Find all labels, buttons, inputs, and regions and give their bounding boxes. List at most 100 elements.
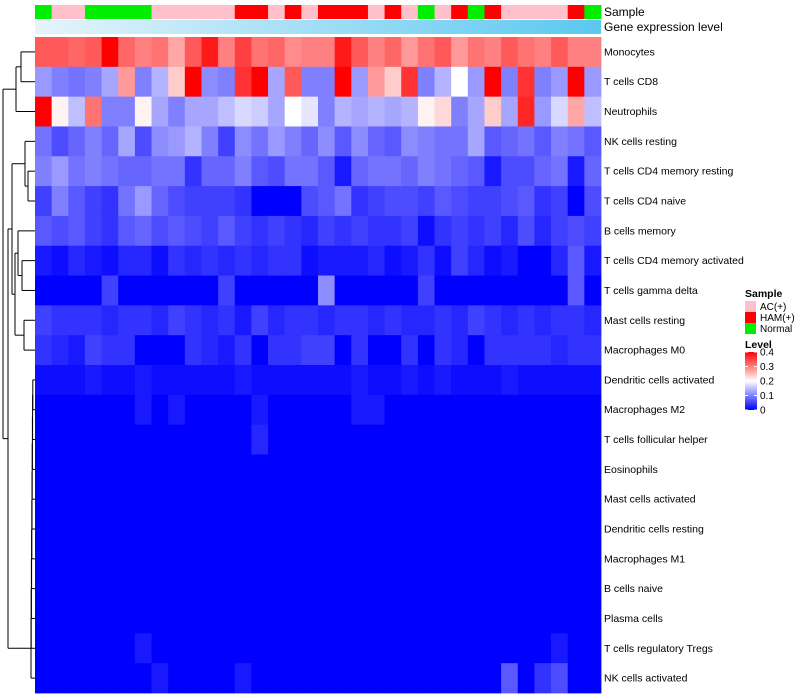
legend-title-level: Level [745, 339, 772, 351]
heatmap-cell [467, 663, 485, 694]
heatmap-cell [35, 215, 53, 247]
heatmap-cell [284, 543, 302, 575]
heatmap-cell [35, 275, 53, 306]
heatmap-cell [101, 514, 119, 545]
heatmap-cell [51, 394, 69, 426]
heatmap-cell [367, 573, 385, 604]
heatmap-cell [551, 394, 569, 426]
heatmap-cell [134, 365, 152, 396]
heatmap-cell [334, 633, 352, 664]
heatmap-cell [318, 514, 336, 545]
heatmap-cell [168, 394, 186, 426]
sample-annotation-cell [467, 5, 485, 19]
heatmap-cell [367, 514, 385, 545]
heatmap-cell [501, 275, 519, 306]
heatmap-cell [318, 484, 336, 515]
heatmap-cell [534, 215, 552, 247]
heatmap-cell [251, 365, 269, 396]
heatmap-cell [484, 603, 502, 634]
heatmap-cell [301, 543, 319, 575]
heatmap-cell [467, 365, 485, 396]
heatmap-cell [517, 573, 535, 604]
heatmap-cell [401, 454, 419, 485]
heatmap-cell [218, 186, 236, 217]
heatmap-cell [101, 245, 119, 276]
heatmap-cell [451, 484, 469, 515]
heatmap-cell [35, 365, 53, 396]
heatmap-cell [467, 454, 485, 485]
level-tick-label: 0 [760, 406, 766, 417]
heatmap-cell [68, 275, 86, 306]
heatmap-cell [84, 514, 102, 545]
heatmap-cell [367, 66, 385, 98]
heatmap-cell [501, 484, 519, 515]
heatmap-cell [184, 126, 202, 157]
heatmap-cell [384, 215, 402, 247]
heatmap-cell [367, 603, 385, 634]
heatmap-cell [134, 126, 152, 157]
heatmap-cell [301, 603, 319, 634]
heatmap-cell [301, 663, 319, 694]
heatmap-cell [284, 275, 302, 306]
heatmap-cell [334, 365, 352, 396]
heatmap-cell [35, 573, 53, 604]
heatmap-cell [367, 424, 385, 455]
heatmap-cell [101, 484, 119, 515]
legend-entry: AC(+) [760, 302, 786, 313]
heatmap-cell [251, 96, 269, 127]
heatmap-cell [334, 573, 352, 604]
heatmap-cell [417, 603, 435, 634]
heatmap-cell [284, 126, 302, 157]
heatmap-cell [517, 37, 535, 68]
heatmap-cell [501, 365, 519, 396]
heatmap-cell [118, 365, 136, 396]
heatmap-cell [417, 66, 435, 98]
heatmap-cell [268, 335, 286, 366]
heatmap-cell [168, 543, 186, 575]
heatmap-cell [318, 543, 336, 575]
heatmap-cell [451, 66, 469, 98]
heatmap-cell [68, 543, 86, 575]
heatmap-cell [35, 66, 53, 98]
heatmap-cell [417, 424, 435, 455]
heatmap-cell [551, 245, 569, 276]
heatmap-cell [567, 305, 585, 336]
heatmap-cell [567, 37, 585, 68]
heatmap-cell [567, 663, 585, 694]
heatmap-cell [517, 156, 535, 187]
sample-annotation-cell [451, 5, 469, 19]
heatmap-cell [268, 514, 286, 545]
heatmap-cell [367, 335, 385, 366]
heatmap-cell [451, 275, 469, 306]
heatmap-cell [284, 37, 302, 68]
heatmap-cell [134, 394, 152, 426]
heatmap-cell [68, 633, 86, 664]
sample-annotation-cell [534, 5, 552, 19]
heatmap-cell [434, 394, 452, 426]
heatmap-cell [367, 186, 385, 217]
heatmap-cell [318, 633, 336, 664]
heatmap-cell [384, 156, 402, 187]
heatmap-cell [84, 365, 102, 396]
heatmap-cell [168, 484, 186, 515]
heatmap-cell [184, 245, 202, 276]
heatmap-cell [218, 215, 236, 247]
row-label: Plasma cells [604, 613, 663, 625]
heatmap-cell [484, 305, 502, 336]
heatmap-cell [268, 66, 286, 98]
sample-annotation-cell [84, 5, 102, 19]
heatmap-cell [184, 156, 202, 187]
heatmap-cell [501, 186, 519, 217]
heatmap-cell [501, 394, 519, 426]
heatmap-cell [268, 275, 286, 306]
heatmap-cell [301, 424, 319, 455]
heatmap-cell [184, 275, 202, 306]
heatmap-cell [318, 335, 336, 366]
heatmap-cell [567, 126, 585, 157]
heatmap-cell [101, 454, 119, 485]
heatmap-cell [384, 603, 402, 634]
heatmap-cell [484, 633, 502, 664]
heatmap-cell [484, 573, 502, 604]
heatmap-cell [234, 245, 252, 276]
heatmap-cell [118, 66, 136, 98]
